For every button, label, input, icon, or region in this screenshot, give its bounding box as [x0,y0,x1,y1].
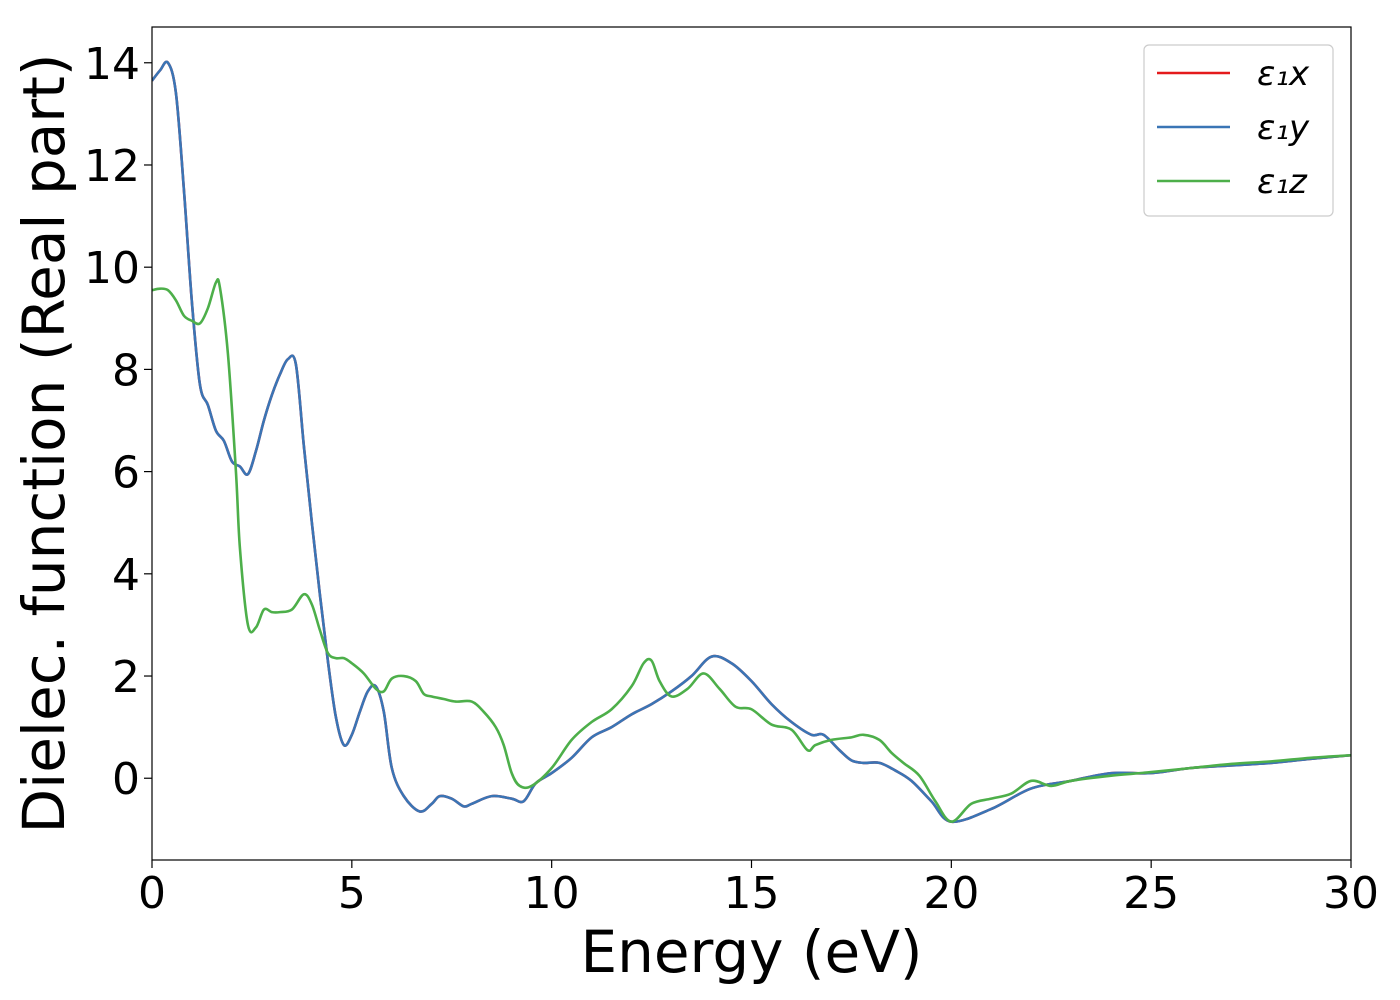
legend-label: ε₁y [1257,108,1310,148]
y-tick-label: 14 [84,39,140,90]
legend-frame [1143,44,1334,217]
legend-items: ε₁x ε₁y ε₁z [1157,54,1310,202]
y-tick-label: 6 [112,448,140,499]
y-axis-title: Dielec. function (Real part) [10,53,78,833]
x-tick-label: 0 [138,868,166,919]
x-tick-label: 10 [524,868,580,919]
legend-entry: ε₁y [1157,108,1310,148]
x-tick-label: 25 [1123,868,1179,919]
x-axis-title: Energy (eV) [580,918,922,986]
y-tick-label: 0 [112,754,140,805]
series-line-3 [152,278,1351,823]
y-tick-label: 4 [112,550,140,601]
y-tick-label: 8 [112,345,140,396]
x-axis-ticks: 0 5 10 15 20 25 30 [138,860,1379,919]
legend: ε₁x ε₁y ε₁z [1143,44,1334,217]
x-tick-label: 5 [338,868,366,919]
legend-entry: ε₁x [1157,54,1310,94]
legend-label: ε₁x [1257,54,1310,94]
y-axis-ticks: 0 2 4 6 8 10 12 14 [84,39,152,805]
legend-entry: ε₁z [1157,162,1308,202]
x-tick-label: 20 [923,868,979,919]
series-layer [152,60,1351,824]
x-tick-label: 15 [724,868,780,919]
legend-label: ε₁z [1257,162,1308,202]
series-line-2 [152,60,1351,824]
y-tick-label: 12 [84,141,140,192]
y-tick-label: 2 [112,652,140,703]
y-tick-label: 10 [84,243,140,294]
x-tick-label: 30 [1323,868,1379,919]
